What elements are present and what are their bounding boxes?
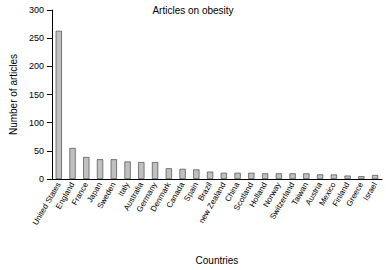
svg-text:Japan: Japan	[85, 180, 104, 205]
svg-text:Taiwan: Taiwan	[290, 180, 311, 207]
svg-text:Brazil: Brazil	[196, 180, 214, 203]
svg-text:China: China	[223, 180, 242, 204]
svg-text:Number of articles: Number of articles	[8, 54, 19, 135]
svg-text:Austria: Austria	[303, 180, 324, 207]
svg-text:Israel: Israel	[361, 181, 379, 203]
svg-text:Denmark: Denmark	[148, 180, 173, 214]
svg-text:0: 0	[39, 174, 44, 184]
svg-text:Holland: Holland	[247, 180, 269, 209]
svg-text:new Zealand: new Zealand	[197, 181, 228, 225]
svg-text:Mexico: Mexico	[317, 180, 338, 208]
svg-text:50: 50	[34, 146, 44, 156]
svg-text:150: 150	[29, 90, 44, 100]
svg-text:Finland: Finland	[330, 180, 352, 208]
svg-text:100: 100	[29, 118, 44, 128]
svg-text:England: England	[54, 180, 77, 211]
svg-text:Spain: Spain	[182, 180, 201, 203]
svg-text:200: 200	[29, 61, 44, 71]
svg-text:Canada: Canada	[164, 180, 187, 210]
svg-text:Scotland: Scotland	[231, 180, 256, 213]
svg-text:250: 250	[29, 33, 44, 43]
svg-text:United States: United States	[30, 180, 63, 227]
svg-text:Norway: Norway	[261, 180, 283, 209]
svg-text:Greece: Greece	[344, 180, 366, 208]
svg-text:300: 300	[29, 5, 44, 15]
svg-text:France: France	[70, 180, 90, 207]
svg-text:Italy: Italy	[116, 180, 132, 198]
svg-text:Articles on obesity: Articles on obesity	[152, 5, 233, 16]
svg-text:Countries: Countries	[196, 255, 239, 266]
svg-text:Sweden: Sweden	[95, 181, 117, 210]
svg-text:Australia: Australia	[121, 180, 146, 213]
svg-text:Switzerland: Switzerland	[268, 180, 297, 221]
svg-text:Germany: Germany	[134, 180, 159, 214]
